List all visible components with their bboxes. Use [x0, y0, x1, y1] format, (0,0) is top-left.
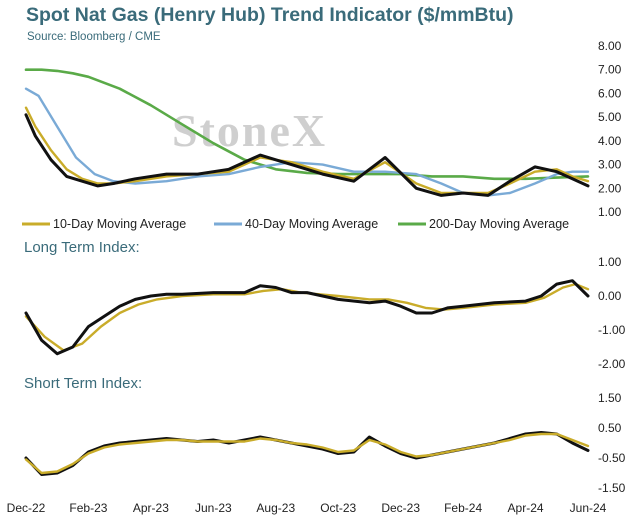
- series-line-price: [24, 113, 590, 197]
- x-tick-label: Apr-23: [133, 501, 169, 515]
- series-line-ma10: [24, 432, 590, 475]
- series-line-ma40: [24, 87, 590, 197]
- price-panel: 1.00 2.00 3.00 4.00 5.00 6.00 7.00 8.00: [24, 39, 622, 219]
- y-tick-label: 7.00: [598, 63, 622, 77]
- x-tick-label: Dec-22: [7, 501, 46, 515]
- x-tick-label: Jun-23: [195, 501, 232, 515]
- series-line-price: [24, 279, 590, 356]
- x-tick-label: Dec-23: [381, 501, 420, 515]
- x-tick-label: Jun-24: [570, 501, 607, 515]
- y-tick-label: 5.00: [598, 110, 622, 124]
- x-tick-label: Feb-24: [444, 501, 482, 515]
- series-line-price: [24, 431, 590, 476]
- panel-title: Short Term Index:: [24, 375, 142, 392]
- chart-title: Spot Nat Gas (Henry Hub) Trend Indicator…: [26, 4, 514, 26]
- y-tick-label: 0.50: [598, 421, 622, 435]
- legend-label: 10-Day Moving Average: [53, 217, 186, 231]
- chart-source: Source: Bloomberg / CME: [27, 31, 161, 43]
- y-tick-label: 2.00: [598, 181, 622, 195]
- watermark: StoneX: [172, 105, 327, 156]
- y-tick-label: -1.50: [598, 481, 626, 495]
- panel-title: Long Term Index:: [24, 239, 140, 256]
- y-tick-label: 4.00: [598, 134, 622, 148]
- y-tick-label: 3.00: [598, 158, 622, 172]
- legend-label: 40-Day Moving Average: [245, 217, 378, 231]
- x-tick-label: Feb-23: [69, 501, 107, 515]
- legend: 10-Day Moving Average 40-Day Moving Avera…: [22, 217, 569, 231]
- x-axis: Dec-22 Feb-23 Apr-23 Jun-23 Aug-23 Oct-23 Dec-…: [7, 501, 607, 515]
- series-line-ma10: [24, 106, 590, 195]
- x-tick-label: Aug-23: [256, 501, 295, 515]
- long-term-panel: -2.00 -1.00 0.00 1.00 Long Term Index:: [24, 239, 626, 371]
- y-tick-label: -2.00: [598, 357, 626, 371]
- y-tick-label: 1.00: [598, 255, 622, 269]
- y-tick-label: 6.00: [598, 86, 622, 100]
- short-term-panel: -1.50 -0.50 0.50 1.50 Short Term Index:: [24, 375, 626, 495]
- y-tick-label: -0.50: [598, 451, 626, 465]
- y-tick-label: -1.00: [598, 323, 626, 337]
- legend-label: 200-Day Moving Average: [429, 217, 569, 231]
- y-tick-label: 0.00: [598, 289, 622, 303]
- x-tick-label: Apr-24: [508, 501, 544, 515]
- y-tick-label: 1.00: [598, 205, 622, 219]
- x-tick-label: Oct-23: [320, 501, 356, 515]
- y-tick-label: 8.00: [598, 39, 622, 53]
- y-tick-label: 1.50: [598, 391, 622, 405]
- series-line-ma200: [24, 68, 590, 181]
